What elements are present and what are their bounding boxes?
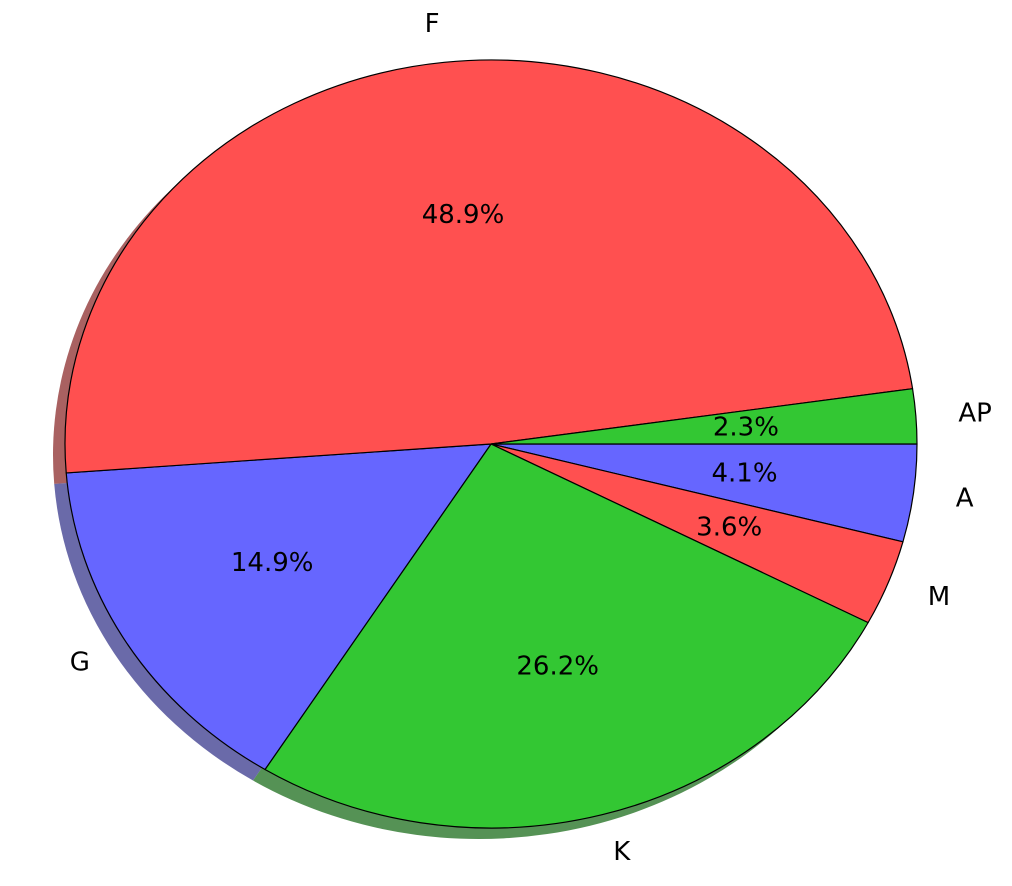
slice-label-ap: AP bbox=[958, 399, 991, 429]
slice-percent-k: 26.2% bbox=[516, 651, 599, 681]
slice-percent-g: 14.9% bbox=[231, 548, 314, 578]
slice-percent-a: 4.1% bbox=[711, 459, 777, 489]
slice-percent-ap: 2.3% bbox=[713, 412, 779, 442]
slice-percent-f: 48.9% bbox=[422, 200, 505, 230]
pie-slice-g bbox=[65, 443, 492, 771]
slice-label-f: F bbox=[425, 9, 440, 39]
pie-slice-f bbox=[64, 59, 914, 474]
slice-label-a: A bbox=[956, 483, 974, 513]
slice-label-k: K bbox=[613, 837, 631, 867]
pie-slice-ap bbox=[490, 388, 918, 445]
pie-labels: A 4.1% M 3.6% K 26.2% G 14.9% F 48.9% AP 2.3% bbox=[70, 9, 992, 867]
pie-slice-k bbox=[264, 443, 869, 829]
slice-label-g: G bbox=[70, 647, 90, 677]
slice-label-m: M bbox=[928, 582, 950, 612]
slice-percent-m: 3.6% bbox=[696, 513, 762, 543]
pie-slices bbox=[64, 59, 918, 829]
